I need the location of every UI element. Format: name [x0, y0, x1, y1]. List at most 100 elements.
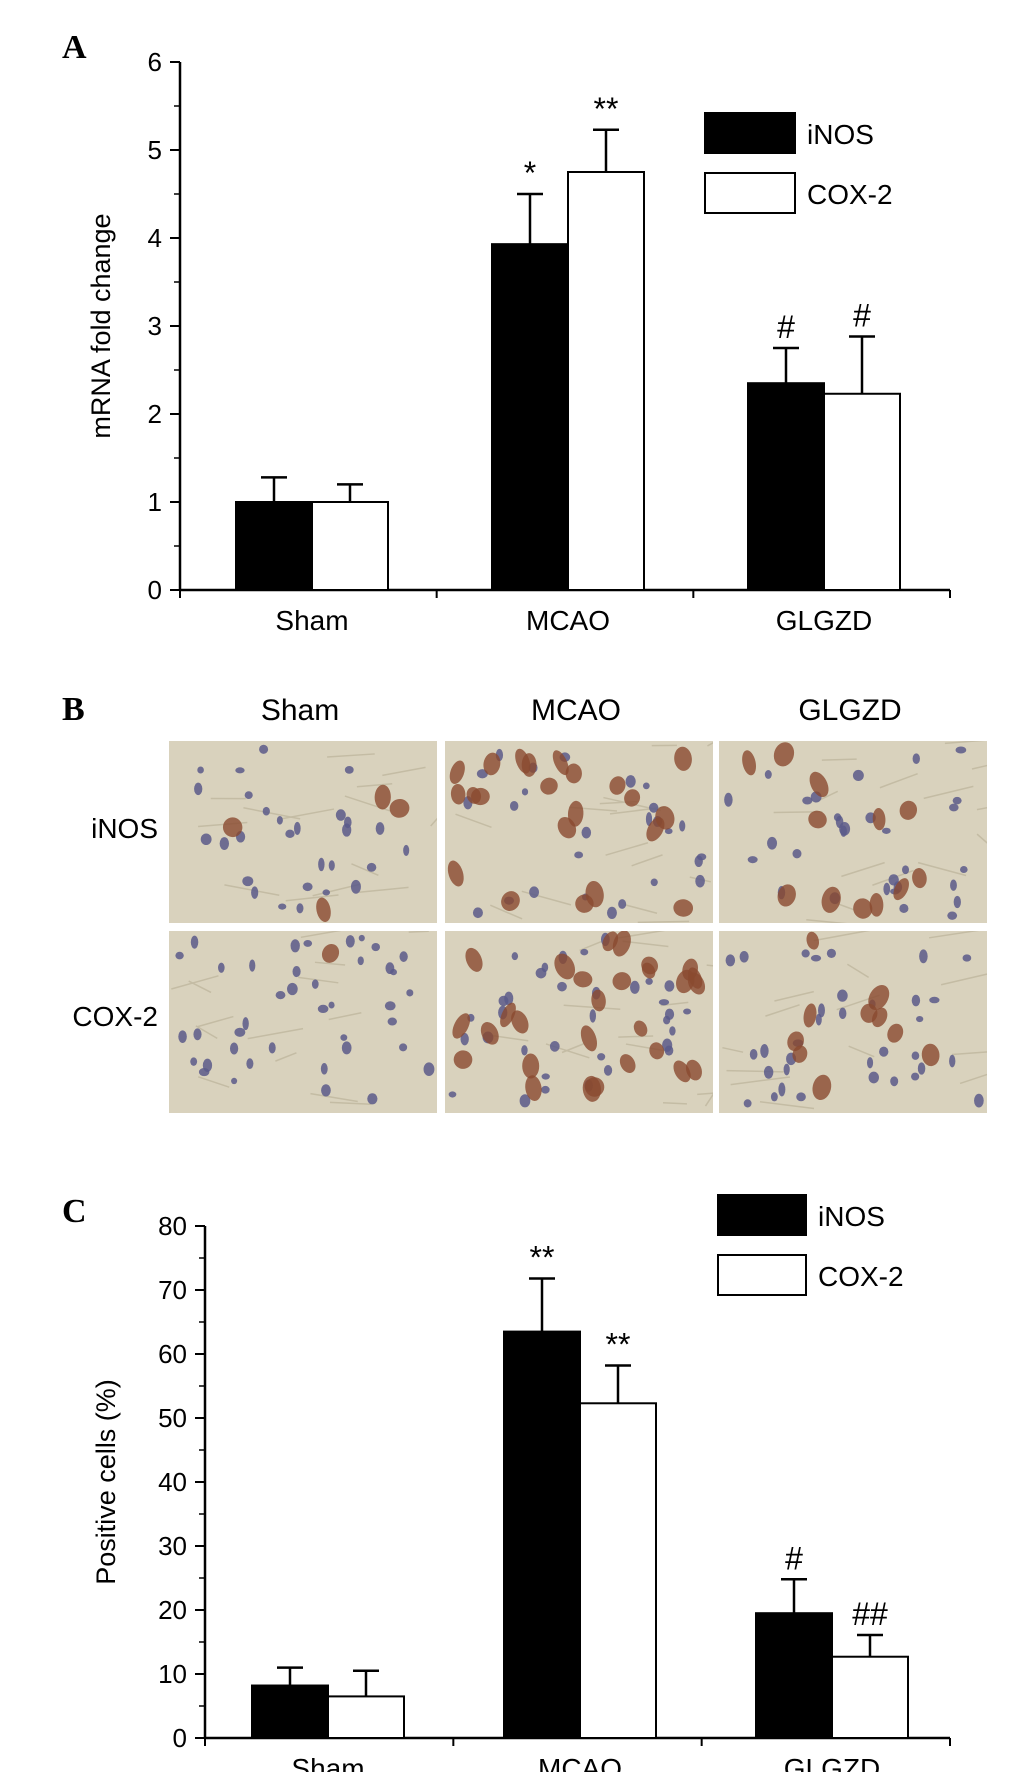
- micrograph-nucleus: [285, 829, 295, 838]
- micrograph-nucleus: [902, 865, 910, 875]
- legend-swatch: [717, 1254, 807, 1296]
- micrograph-positive-cell: [853, 898, 873, 919]
- y-tick-label: 1: [148, 487, 162, 517]
- micrograph-fiber: [624, 904, 658, 914]
- micrograph-nucleus: [826, 948, 837, 958]
- micrograph-fiber: [455, 813, 492, 829]
- micrograph-nucleus: [802, 796, 813, 805]
- micrograph-nucleus: [840, 825, 847, 837]
- micrograph-nucleus: [597, 1053, 606, 1061]
- micrograph-nucleus: [511, 952, 519, 961]
- micrograph-nucleus: [375, 822, 385, 835]
- micrograph-nucleus: [549, 1041, 560, 1052]
- micrograph-nucleus: [642, 782, 650, 790]
- micrograph-nucleus: [801, 949, 810, 958]
- micrograph-fiber: [976, 806, 989, 811]
- micrograph-column-label: Sham: [261, 694, 339, 727]
- micrograph-nucleus: [683, 1008, 692, 1015]
- micrograph-tile: [443, 929, 715, 1115]
- micrograph-positive-cell: [871, 1007, 888, 1028]
- micrograph-positive-cell: [540, 777, 558, 795]
- micrograph-fiber: [561, 1042, 585, 1054]
- micrograph-positive-cell: [580, 1025, 598, 1052]
- micrograph-positive-cell: [602, 931, 619, 952]
- micrograph-fiber: [841, 861, 885, 878]
- legend-label: iNOS: [807, 119, 874, 150]
- micrograph-positive-cell: [673, 1060, 691, 1083]
- micrograph-nucleus: [178, 1030, 187, 1044]
- micrograph-background: [168, 740, 438, 924]
- micrograph-nucleus: [879, 1046, 889, 1057]
- micrograph-grid: [167, 739, 989, 1115]
- micrograph-nucleus: [202, 1058, 213, 1073]
- legend-swatch: [717, 1194, 807, 1236]
- micrograph-fiber: [275, 1052, 297, 1062]
- micrograph-positive-cell: [887, 1023, 904, 1043]
- micrograph-nucleus: [322, 889, 331, 896]
- micrograph-nucleus: [302, 882, 313, 892]
- micrograph-positive-cell: [522, 1053, 540, 1079]
- micrograph-nucleus: [303, 939, 313, 947]
- micrograph-positive-cell: [585, 880, 604, 908]
- micrograph-nucleus: [974, 1093, 984, 1108]
- micrograph-nucleus: [423, 1062, 435, 1077]
- micrograph-nucleus: [175, 951, 184, 960]
- micrograph-nucleus: [767, 836, 778, 850]
- micrograph-nucleus: [509, 800, 519, 811]
- micrograph-positive-cell: [453, 1050, 473, 1069]
- y-axis-label: Positive cells (%): [91, 1379, 121, 1585]
- micrograph-positive-cell: [812, 1074, 832, 1101]
- micrograph-positive-cell: [787, 1031, 804, 1052]
- micrograph-nucleus: [317, 1004, 329, 1014]
- micrograph-positive-cell: [565, 763, 582, 784]
- micrograph-nucleus: [589, 1009, 597, 1023]
- micrograph-positive-cell: [447, 860, 464, 887]
- micrograph-nucleus: [743, 1099, 752, 1108]
- micrograph-positive-cell: [554, 953, 576, 980]
- micrograph-positive-cell: [582, 1075, 602, 1102]
- micrograph-fiber: [281, 808, 335, 820]
- micrograph-tile: [443, 739, 715, 925]
- y-tick-label: 50: [158, 1403, 187, 1433]
- micrograph-positive-cell: [912, 868, 927, 889]
- panel-c: C 0 10 20 30 40 50 60 70 80 Positive cells (%) Sha…: [62, 1193, 951, 1772]
- micrograph-nucleus: [747, 856, 758, 864]
- y-tick-label: 6: [148, 47, 162, 77]
- micrograph-positive-cell: [374, 784, 391, 810]
- micrograph-positive-cell: [321, 944, 340, 963]
- panel-letter-c: C: [62, 1193, 87, 1230]
- micrograph-nucleus: [796, 1092, 806, 1102]
- micrograph-fiber: [697, 1092, 715, 1096]
- chart-a: 0 1 2 3 4 5 6 mRNA fold change Sham MCAO GLGZD * # **…: [86, 47, 951, 636]
- micrograph-nucleus: [916, 1015, 924, 1023]
- micrograph-fiber: [940, 973, 989, 986]
- micrograph-nucleus: [251, 886, 259, 899]
- bar-cox-2: [823, 392, 901, 592]
- micrograph-nucleus: [193, 1028, 202, 1041]
- y-tick-label: 80: [158, 1211, 187, 1241]
- micrograph-fiber: [726, 1069, 784, 1073]
- micrograph-nucleus: [358, 934, 365, 942]
- micrograph-nucleus: [630, 980, 640, 994]
- micrograph-positive-cell: [777, 884, 796, 907]
- micrograph-nucleus: [194, 782, 203, 796]
- significance-marker: #: [785, 1540, 803, 1576]
- y-tick-label: 4: [148, 223, 162, 253]
- micrograph-nucleus: [235, 767, 245, 774]
- micrograph-tile: [717, 739, 989, 925]
- micrograph-nucleus: [724, 792, 733, 807]
- micrograph-nucleus: [472, 907, 483, 919]
- micrograph-nucleus: [249, 959, 256, 972]
- micrograph-border: [717, 929, 989, 1115]
- micrograph-nucleus: [197, 766, 204, 774]
- micrograph-nucleus: [899, 903, 909, 914]
- micrograph-nucleus: [574, 851, 584, 859]
- micrograph-nucleus: [278, 903, 287, 910]
- micrograph-positive-cell: [222, 817, 243, 838]
- panel-letter-b: B: [62, 691, 85, 728]
- micrograph-nucleus: [618, 899, 627, 909]
- micrograph-nucleus: [888, 874, 899, 886]
- micrograph-nucleus: [606, 906, 617, 920]
- micrograph-positive-cell: [515, 748, 531, 774]
- micrograph-nucleus: [190, 935, 199, 949]
